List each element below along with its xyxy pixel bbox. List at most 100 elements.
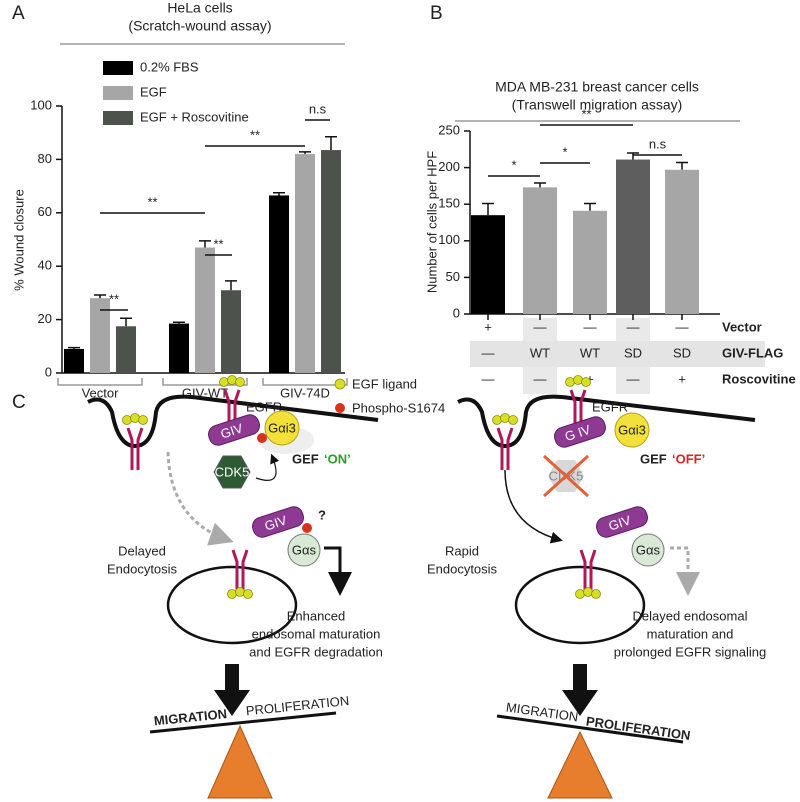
- y-tick-label: 100: [438, 232, 460, 247]
- chart-subtitle: (Scratch-wound assay): [128, 18, 271, 34]
- balance-label: MIGRATION: [153, 706, 228, 728]
- receptor-label: EGFR: [592, 399, 628, 414]
- bar: [90, 298, 110, 373]
- category-bracket: [57, 378, 143, 386]
- error-bar: [482, 202, 494, 216]
- condition-cell: —: [627, 319, 640, 334]
- error-bar: [199, 240, 211, 248]
- significance-label: *: [511, 157, 516, 172]
- column-band: [523, 318, 557, 394]
- bar: [295, 154, 315, 373]
- error-bar: [676, 161, 688, 170]
- chart-title: MDA MB-231 breast cancer cells: [495, 79, 699, 95]
- bar: [169, 323, 189, 373]
- outcome-label: prolonged EGFR signaling: [614, 644, 766, 659]
- y-axis-label: Number of cells per HPF: [424, 151, 439, 293]
- g-protein: [287, 533, 321, 567]
- membrane: [87, 394, 379, 449]
- y-tick-label: 20: [38, 311, 52, 326]
- y-tick-label: 200: [438, 159, 460, 174]
- legend-phospho-dot: [335, 403, 345, 413]
- outcome-label: and EGFR degradation: [249, 644, 383, 659]
- error-bar: [94, 294, 106, 299]
- legend-label: EGF ligand: [352, 376, 417, 391]
- fulcrum: [207, 724, 273, 799]
- error-bar: [299, 151, 311, 155]
- receptor-label: EGFR: [246, 399, 282, 414]
- row-label: Roscovitine: [722, 371, 796, 386]
- significance-label: **: [581, 106, 591, 121]
- legend-label: Phospho-S1674: [352, 400, 445, 415]
- bar: [321, 150, 341, 373]
- legend-label: EGF + Roscovitine: [140, 109, 249, 124]
- giv-protein: [208, 414, 260, 446]
- giv-label: GIV: [263, 512, 289, 533]
- g-protein: [631, 533, 665, 567]
- gef-state: ‘OFF’: [672, 451, 705, 466]
- y-tick-label: 50: [446, 269, 460, 284]
- error-bar: [273, 192, 285, 196]
- endosome: [514, 565, 646, 645]
- condition-cell: +: [586, 371, 594, 386]
- process-label: Endocytosis: [427, 561, 498, 576]
- g-protein-label: Gαi3: [268, 420, 296, 435]
- kinase-label: CDK5: [215, 464, 250, 479]
- ligands: [122, 413, 148, 425]
- kinase: [213, 455, 251, 489]
- outcome-label: endosomal maturation: [252, 626, 381, 641]
- bar: [616, 159, 650, 314]
- significance-label: **: [147, 194, 157, 209]
- giv-protein: [596, 506, 648, 538]
- g-protein-label: Gαs: [292, 542, 317, 557]
- condition-cell: —: [534, 371, 547, 386]
- arrow: [670, 546, 700, 596]
- condition-cell: WT: [580, 345, 600, 360]
- g-protein-label: Gαs: [636, 542, 661, 557]
- row-label: Vector: [722, 319, 762, 334]
- outcome-label: Delayed endosomal: [633, 608, 748, 623]
- bar: [64, 348, 84, 373]
- condition-cell: —: [676, 319, 689, 334]
- fulcrum: [547, 730, 613, 799]
- chart-title: HeLa cells: [167, 0, 232, 16]
- error-bar: [68, 346, 80, 349]
- significance-label: **: [250, 127, 260, 142]
- y-tick-label: 150: [438, 196, 460, 211]
- error-bar: [225, 280, 237, 291]
- condition-cell: —: [482, 345, 495, 360]
- bar: [471, 215, 505, 314]
- gef-label: GEF: [640, 451, 667, 466]
- arrow: [166, 451, 234, 546]
- giv-label: GIV: [219, 420, 245, 441]
- arrow: [255, 453, 280, 481]
- legend-ligand-dot: [334, 378, 346, 390]
- bar: [665, 169, 699, 314]
- g-protein: [614, 412, 650, 448]
- condition-cell: +: [484, 319, 492, 334]
- bar: [269, 195, 289, 373]
- y-axis-label: % Wound closure: [11, 189, 26, 291]
- panel-label: B: [430, 3, 443, 24]
- significance-label: **: [213, 236, 223, 251]
- significance-label: *: [562, 144, 567, 159]
- membrane: [457, 394, 756, 449]
- ligands: [492, 413, 518, 425]
- bar: [195, 247, 215, 373]
- y-tick-label: 0: [45, 364, 52, 379]
- chart-subtitle: (Transwell migration assay): [512, 97, 683, 113]
- phospho-site: [257, 433, 267, 443]
- significance-label: n.s: [309, 101, 327, 116]
- legend-label: 0.2% FBS: [140, 59, 199, 74]
- error-bar: [534, 182, 546, 188]
- g-protein: [264, 410, 300, 446]
- condition-cell: —: [482, 371, 495, 386]
- condition-cell: —: [627, 371, 640, 386]
- x-tick-label: GIV-74D: [280, 385, 330, 400]
- condition-cell: SD: [673, 345, 691, 360]
- seesaw: [496, 714, 684, 744]
- endosome: [166, 565, 298, 645]
- giv-protein: [252, 506, 304, 538]
- bar: [116, 326, 136, 373]
- y-tick-label: 60: [38, 204, 52, 219]
